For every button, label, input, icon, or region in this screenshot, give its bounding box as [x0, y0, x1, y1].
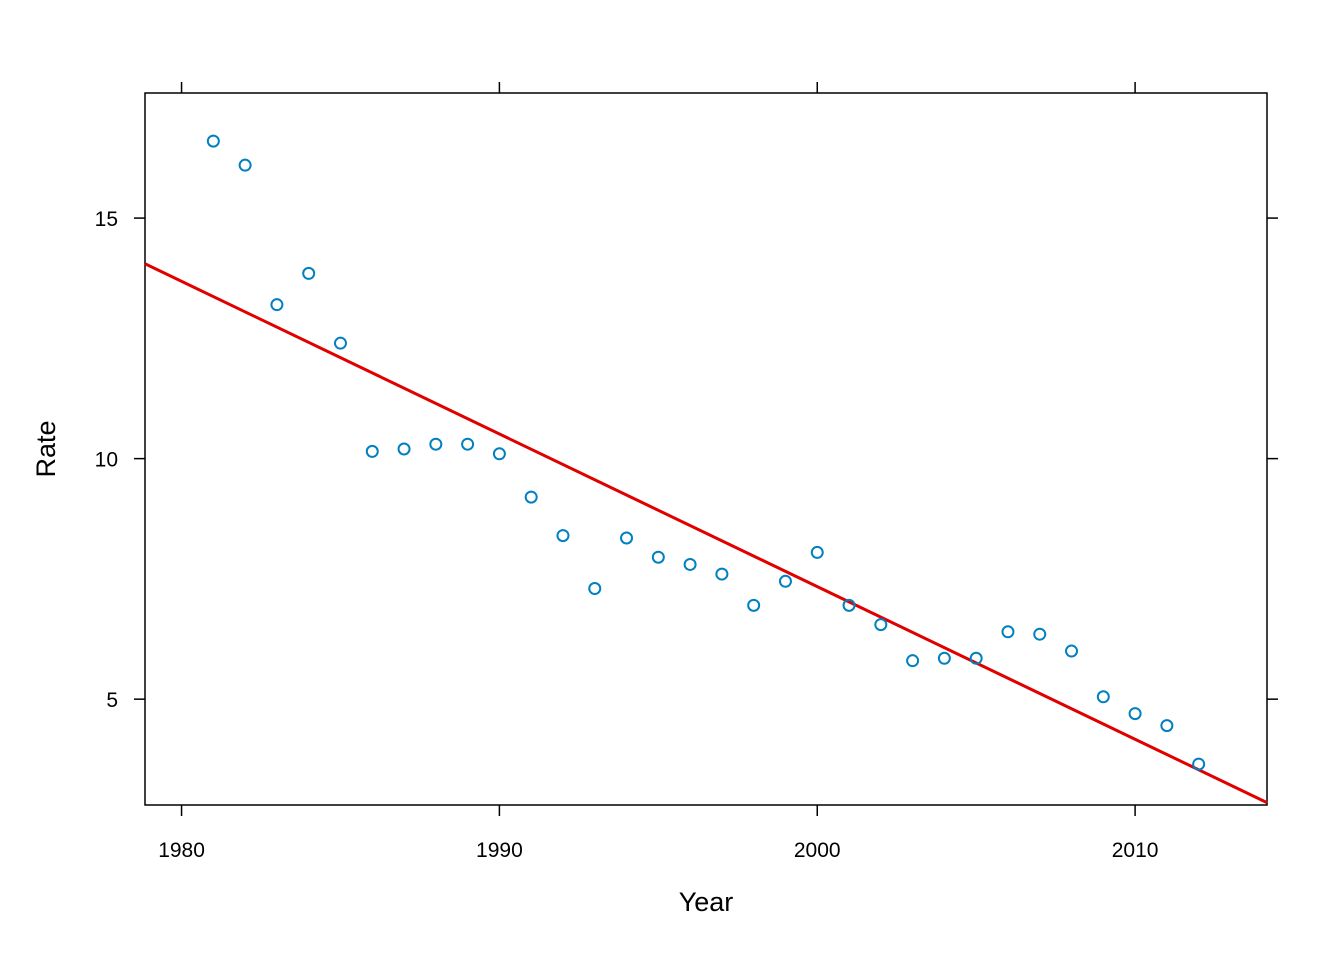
data-point-1986 [365, 444, 379, 458]
x-tick-label-1: 1990 [476, 839, 523, 862]
data-point-1997 [715, 567, 729, 581]
tick-labels: 1980 1990 2000 2010 5 10 15 [95, 208, 1159, 862]
data-point-2008 [1065, 644, 1079, 658]
data-point-1991 [524, 490, 538, 504]
x-tick-label-0: 1980 [158, 839, 205, 862]
data-point-2006 [1001, 625, 1015, 639]
data-point-2002 [874, 618, 888, 632]
data-point-2003 [906, 654, 920, 668]
x-tick-label-2: 2000 [794, 839, 841, 862]
data-point-2012 [1192, 757, 1206, 771]
data-point-2001 [842, 598, 856, 612]
data-point-2004 [937, 651, 951, 665]
regression-line [144, 262, 1268, 804]
y-tick-label-2: 15 [95, 208, 118, 231]
data-point-1984 [302, 266, 316, 280]
data-point-1981 [206, 134, 220, 148]
data-point-1994 [620, 531, 634, 545]
data-point-2010 [1128, 707, 1142, 721]
plot-frame [144, 92, 1268, 806]
data-point-1990 [492, 447, 506, 461]
data-point-1998 [747, 598, 761, 612]
data-point-2011 [1160, 719, 1174, 733]
data-point-1982 [238, 158, 252, 172]
data-point-1988 [429, 437, 443, 451]
data-point-1992 [556, 529, 570, 543]
data-point-1999 [778, 574, 792, 588]
data-point-1996 [683, 557, 697, 571]
data-point-1985 [333, 336, 347, 350]
data-point-1995 [651, 550, 665, 564]
x-axis-label: Year [679, 887, 734, 917]
data-point-2009 [1096, 690, 1110, 704]
y-tick-label-1: 10 [95, 449, 118, 472]
y-axis-label: Rate [31, 420, 61, 477]
y-tick-label-0: 5 [106, 689, 118, 712]
x-tick-label-3: 2010 [1112, 839, 1159, 862]
data-points [206, 134, 1206, 771]
axis-ticks [134, 82, 1278, 816]
data-point-2005 [969, 651, 983, 665]
data-point-1987 [397, 442, 411, 456]
data-point-2007 [1033, 627, 1047, 641]
data-point-1993 [588, 582, 602, 596]
data-point-2000 [810, 545, 824, 559]
data-point-1983 [270, 298, 284, 312]
data-point-1989 [461, 437, 475, 451]
